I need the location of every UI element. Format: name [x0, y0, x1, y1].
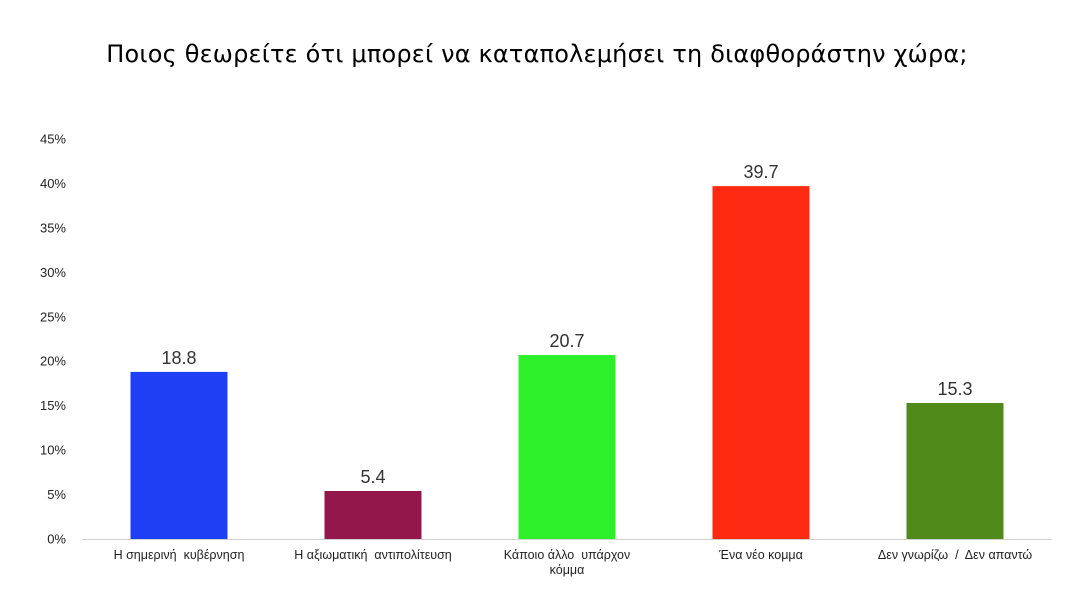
- x-tick-label-line: Η σημερινή κυβέρνηση: [114, 548, 245, 562]
- x-tick-label-line: Δεν γνωρίζω / Δεν απαντώ: [878, 548, 1032, 562]
- y-tick-label: 0%: [47, 532, 66, 547]
- y-tick-label: 40%: [40, 176, 66, 191]
- data-label: 20.7: [549, 331, 584, 351]
- data-label: 18.8: [161, 348, 196, 368]
- y-tick-label: 45%: [40, 132, 66, 147]
- bar: [324, 491, 422, 539]
- y-tick-label: 20%: [40, 354, 66, 369]
- x-tick-label: Ένα νέο κομμα: [718, 548, 803, 562]
- chart-title: Ποιος θεωρείτε ότι μπορεί να καταπολεμήσ…: [106, 40, 968, 68]
- x-tick-label-line: κόμμα: [550, 563, 585, 577]
- data-label: 5.4: [360, 467, 385, 487]
- data-label: 39.7: [743, 162, 778, 182]
- y-tick-label: 5%: [47, 487, 66, 502]
- x-tick-label: Δεν γνωρίζω / Δεν απαντώ: [878, 548, 1032, 562]
- y-tick-label: 35%: [40, 220, 66, 235]
- bar: [130, 371, 228, 539]
- x-tick-label-line: Η αξιωματική αντιπολίτευση: [294, 548, 452, 562]
- y-tick-label: 25%: [40, 309, 66, 324]
- x-tick-label-line: Κάποιο άλλο υπάρχον: [504, 548, 631, 562]
- bar: [518, 355, 616, 539]
- y-tick-label: 30%: [40, 265, 66, 280]
- y-tick-label: 10%: [40, 443, 66, 458]
- x-tick-label-line: Ένα νέο κομμα: [718, 548, 803, 562]
- y-tick-label: 15%: [40, 398, 66, 413]
- bar: [906, 403, 1004, 539]
- bar: [712, 186, 810, 539]
- data-label: 15.3: [937, 379, 972, 399]
- x-tick-label: Η αξιωματική αντιπολίτευση: [294, 548, 452, 562]
- x-tick-label: Κάποιο άλλο υπάρχον κόμμα: [504, 548, 631, 577]
- x-tick-label: Η σημερινή κυβέρνηση: [114, 548, 245, 562]
